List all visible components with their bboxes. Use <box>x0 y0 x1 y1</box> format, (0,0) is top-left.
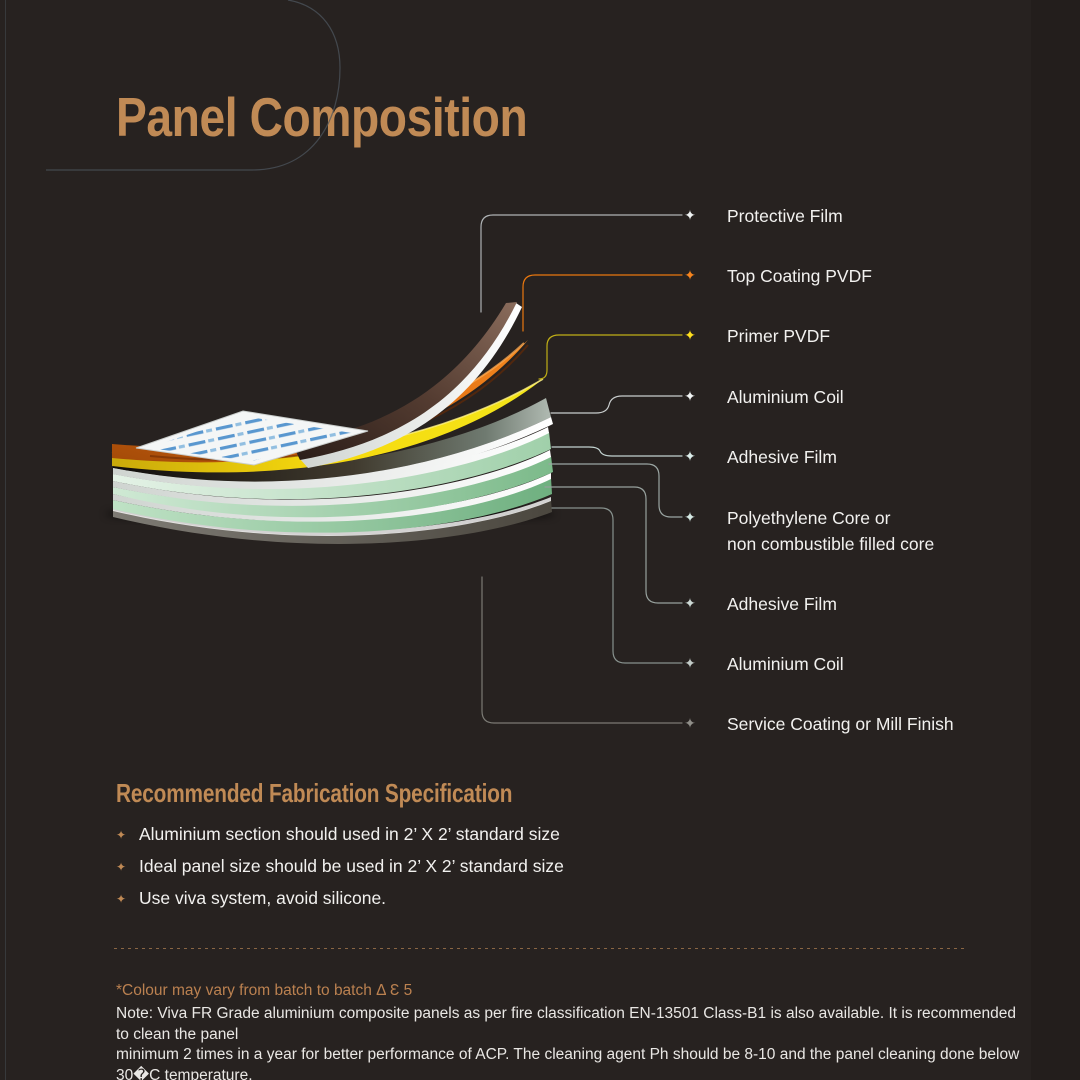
label-aluminium-coil: ✦ Aluminium Coil <box>683 384 844 410</box>
spec-section-heading: Recommended Fabrication Specification <box>116 778 513 808</box>
layer-aluminium-edge <box>113 417 553 489</box>
label-adhesive-film: ✦ Adhesive Film <box>683 444 837 470</box>
dotted-divider <box>114 948 965 949</box>
bullet-star-icon: ✦ <box>116 891 127 906</box>
connector-top-coating <box>522 274 683 332</box>
label-primer: ✦ Primer PVDF <box>683 323 830 349</box>
star-icon: ✦ <box>684 448 696 464</box>
title-decorative-curve <box>46 0 341 171</box>
fr-grade-note: Note: Viva FR Grade aluminium composite … <box>116 1005 1020 1080</box>
label-top-coating: ✦ Top Coating PVDF <box>683 263 872 289</box>
connector-service-coating <box>481 576 683 724</box>
layer-aluminium-coil-top <box>113 398 551 482</box>
stack-reflection <box>113 512 648 672</box>
left-edge-line <box>5 0 6 1080</box>
layer-aluminium-coil-bottom <box>113 478 552 533</box>
spec-item-3: ✦ Use viva system, avoid silicone. <box>116 888 387 908</box>
label-aluminium-coil-2: ✦ Aluminium Coil <box>683 651 844 677</box>
star-icon: ✦ <box>684 207 696 223</box>
spec-item-1: ✦ Aluminium section should used in 2’ X … <box>116 824 560 844</box>
star-icon: ✦ <box>684 715 696 731</box>
bullet-star-icon: ✦ <box>116 827 127 842</box>
connector-adhesive-film <box>551 446 683 457</box>
connector-adhesive-film-2 <box>544 486 683 604</box>
page-title: Panel Composition <box>116 85 528 148</box>
layer-adhesive-film-bottom <box>113 456 553 518</box>
star-icon: ✦ <box>684 388 696 404</box>
connector-lines <box>480 214 683 724</box>
label-polyethylene-core: ✦ Polyethylene Core or non combustible fi… <box>683 505 934 557</box>
label-protective-film: ✦ Protective Film <box>683 203 843 229</box>
label-service-coating: ✦ Service Coating or Mill Finish <box>683 711 953 737</box>
label-adhesive-film-2: ✦ Adhesive Film <box>683 591 837 617</box>
layer-polyethylene-core <box>113 432 551 500</box>
star-icon: ✦ <box>684 327 696 343</box>
star-icon: ✦ <box>684 595 696 611</box>
connector-aluminium-coil-2 <box>551 507 683 664</box>
layer-service-coating <box>113 500 552 544</box>
right-shade <box>1031 0 1080 1080</box>
bullet-star-icon: ✦ <box>116 859 127 874</box>
spec-item-2: ✦ Ideal panel size should be used in 2’ … <box>116 856 564 876</box>
connector-protective-film <box>480 214 683 313</box>
connector-polyethylene <box>548 463 683 518</box>
colour-variation-note: *Colour may vary from batch to batch Δ Ɛ… <box>116 982 413 999</box>
connector-aluminium-coil <box>550 395 683 414</box>
star-icon: ✦ <box>684 509 696 525</box>
star-icon: ✦ <box>684 267 696 283</box>
printed-sheet <box>135 410 369 466</box>
connector-primer <box>538 334 683 380</box>
layer-edge-c <box>113 473 551 522</box>
star-icon: ✦ <box>684 655 696 671</box>
